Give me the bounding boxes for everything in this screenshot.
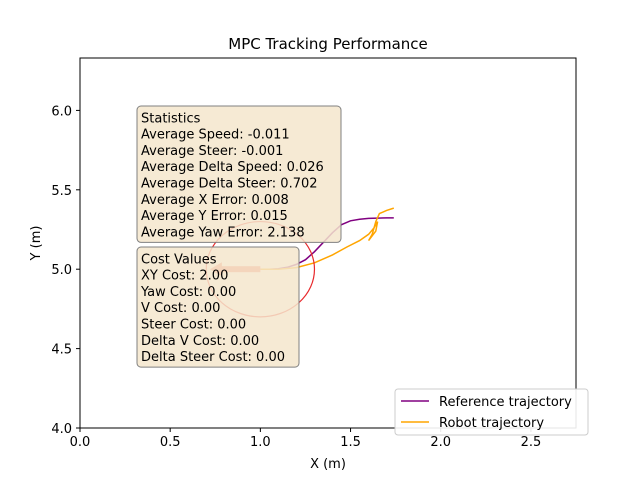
- x-tick-label: 1.5: [340, 435, 361, 450]
- statistics-line: Average Yaw Error: 2.138: [141, 225, 305, 240]
- cost-values-line: Delta Steer Cost: 0.00: [141, 350, 285, 365]
- chart-title: MPC Tracking Performance: [228, 35, 428, 53]
- y-tick-label: 5.0: [51, 263, 72, 278]
- legend: Reference trajectory Robot trajectory: [394, 388, 589, 436]
- statistics-line: Average X Error: 0.008: [141, 193, 289, 208]
- cost-values-line: V Cost: 0.00: [141, 301, 220, 316]
- legend-label-robot: Robot trajectory: [439, 416, 544, 431]
- statistics-line: Average Y Error: 0.015: [141, 209, 288, 224]
- legend-label-reference: Reference trajectory: [439, 395, 572, 410]
- cost-values-line: Steer Cost: 0.00: [141, 318, 246, 333]
- legend-frame: [394, 388, 589, 436]
- x-axis: 0.0 0.5 1.0 1.5 2.0 2.5: [70, 428, 542, 450]
- y-axis: 4.0 4.5 5.0 5.5 6.0: [51, 104, 80, 437]
- statistics-line: Average Delta Speed: 0.026: [141, 160, 324, 175]
- statistics-background: [136, 105, 342, 243]
- cost-values-title: Cost Values: [141, 252, 217, 267]
- statistics-line: Average Speed: -0.011: [141, 128, 290, 143]
- y-tick-label: 5.5: [51, 184, 72, 199]
- x-tick-label: 1.0: [250, 435, 271, 450]
- robot-trajectory-line: [260, 207, 395, 270]
- statistics-line: Average Delta Steer: 0.702: [141, 177, 318, 192]
- y-tick-label: 6.0: [51, 104, 72, 119]
- y-tick-label: 4.5: [51, 343, 72, 358]
- x-tick-label: 0.0: [70, 435, 91, 450]
- y-tick-label: 4.0: [51, 422, 72, 437]
- x-tick-label: 0.5: [160, 435, 181, 450]
- x-axis-label: X (m): [310, 457, 346, 472]
- cost-values-background: [136, 246, 300, 368]
- x-tick-label: 2.0: [430, 435, 451, 450]
- statistics-line: Average Steer: -0.001: [141, 144, 283, 159]
- statistics-title: Statistics: [141, 111, 201, 126]
- x-tick-label: 2.5: [521, 435, 542, 450]
- cost-values-line: XY Cost: 2.00: [141, 269, 228, 284]
- cost-values-line: Delta V Cost: 0.00: [141, 334, 259, 349]
- cost-values-line: Yaw Cost: 0.00: [140, 285, 236, 300]
- y-axis-label: Y (m): [29, 226, 44, 262]
